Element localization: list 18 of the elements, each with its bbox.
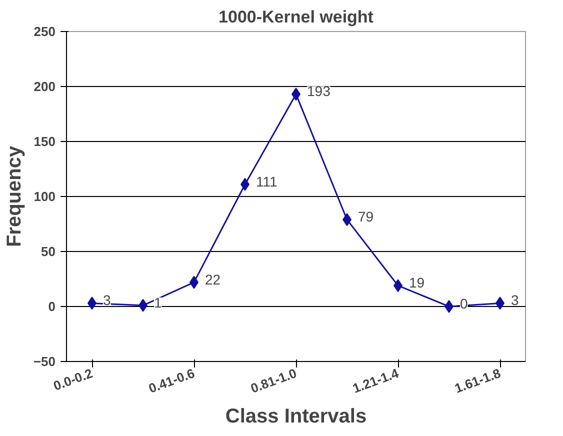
y-tick-label: 250 <box>34 24 56 39</box>
data-label: 3 <box>511 292 519 308</box>
x-axis-title: Class Intervals <box>225 405 367 428</box>
data-label: 79 <box>358 208 374 225</box>
data-label: 193 <box>307 83 331 100</box>
y-tick-label: 200 <box>34 79 56 94</box>
y-tick-label: 100 <box>34 189 56 204</box>
y-axis-title: Frequency <box>3 145 26 248</box>
y-tick-label: 150 <box>34 134 56 149</box>
data-label: 22 <box>205 271 221 288</box>
data-label: 3 <box>103 292 111 308</box>
chart-title: 1000-Kernel weight <box>218 8 374 26</box>
data-label: 111 <box>256 173 278 190</box>
data-label: 0 <box>460 296 468 312</box>
data-label: 1 <box>154 294 162 310</box>
y-tick-label: 50 <box>41 244 56 259</box>
data-label: 19 <box>409 274 425 291</box>
y-tick-label: 0 <box>48 299 56 314</box>
